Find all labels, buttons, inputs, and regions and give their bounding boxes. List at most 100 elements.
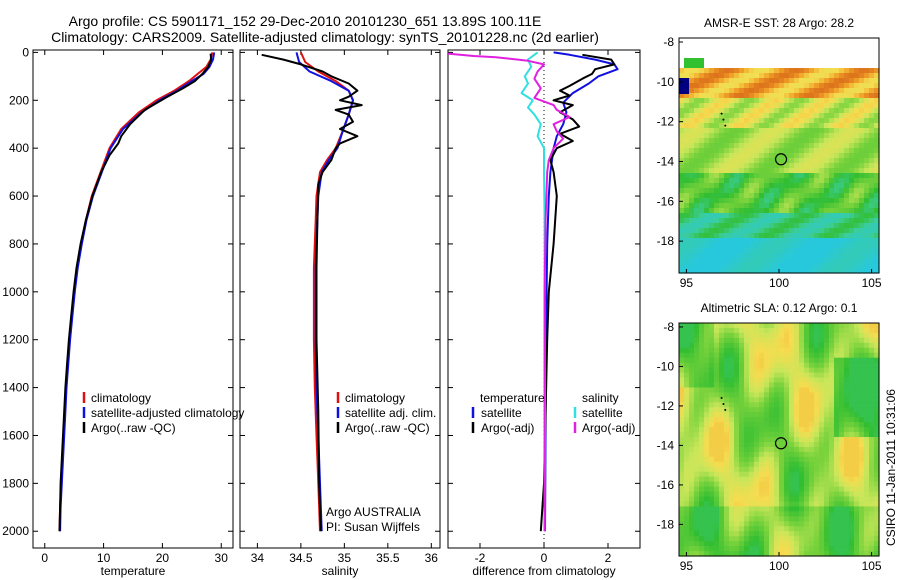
map-cell: [854, 228, 860, 234]
map-cell: [779, 83, 785, 89]
map-cell: [784, 357, 790, 364]
map-cell: [824, 476, 830, 483]
map-cell: [784, 38, 790, 44]
map-cell: [799, 496, 805, 503]
map-cell: [874, 123, 880, 129]
map-cell: [874, 332, 880, 339]
map-cell: [729, 402, 735, 408]
map-cell: [874, 327, 880, 334]
map-cell: [759, 128, 765, 134]
map-cell: [849, 193, 855, 199]
map-cell: [684, 323, 690, 329]
map-cell: [859, 342, 865, 349]
map-cell: [864, 183, 870, 189]
map-cell: [839, 422, 845, 428]
map-cell: [689, 407, 695, 413]
map-cell: [864, 332, 870, 339]
map-cell: [734, 188, 740, 194]
map-cell: [764, 243, 770, 249]
map-cell: [814, 357, 820, 364]
map-cell: [739, 193, 745, 199]
map-cell: [734, 362, 740, 369]
map-cell: [729, 48, 735, 54]
map-cell: [839, 491, 845, 498]
map-cell: [864, 143, 870, 149]
map-cell: [859, 208, 865, 214]
map-cell: [804, 143, 810, 149]
map-cell: [774, 337, 780, 344]
map-cell: [859, 506, 865, 512]
y-tick-label: 1400: [2, 381, 29, 395]
map-cell: [784, 43, 790, 49]
map-cell: [874, 63, 880, 69]
map-cell: [844, 123, 850, 129]
map-cell: [699, 551, 705, 557]
series-line-temperature-satellite: [544, 51, 619, 532]
map-cell: [749, 531, 755, 537]
map-cell: [709, 526, 715, 532]
map-cell: [824, 133, 830, 139]
map-cell: [689, 476, 695, 483]
map-cell: [744, 491, 750, 498]
map-cell: [704, 531, 710, 537]
map-cell: [869, 193, 875, 199]
map-cell: [864, 481, 870, 488]
map-cell: [794, 347, 800, 354]
map-cell: [724, 526, 730, 532]
map-cell: [794, 327, 800, 334]
map-cell: [794, 53, 800, 59]
map-cell: [754, 188, 760, 194]
map-cell: [729, 38, 735, 44]
map-cell: [709, 382, 715, 389]
map-cell: [684, 128, 690, 134]
map-cell: [689, 58, 695, 64]
map-cell: [794, 377, 800, 384]
map-cell: [744, 437, 750, 443]
map-cell: [844, 93, 850, 99]
map-cell: [749, 476, 755, 483]
map-cell: [739, 213, 745, 219]
map-cell: [814, 427, 820, 433]
map-cell: [834, 268, 840, 274]
map-cell: [689, 98, 695, 104]
map-cell: [859, 412, 865, 418]
map-cell: [864, 58, 870, 64]
map-cell: [744, 173, 750, 179]
map-cell: [744, 382, 750, 389]
map-cell: [719, 248, 725, 254]
map-cell: [809, 118, 815, 124]
map-cell: [764, 78, 770, 84]
map-cell: [749, 93, 755, 99]
map-cell: [794, 441, 800, 448]
map-cell: [764, 128, 770, 134]
map-cell: [844, 268, 850, 274]
map-cell: [819, 417, 825, 423]
map-cell: [684, 58, 690, 64]
map-cell: [774, 133, 780, 139]
map-cell: [794, 83, 800, 89]
map-cell: [724, 521, 730, 527]
map-cell: [789, 372, 795, 379]
map-cell: [774, 148, 780, 154]
map-cell: [759, 456, 765, 463]
map-cell: [774, 506, 780, 512]
map-cell: [754, 153, 760, 159]
map-cell: [704, 248, 710, 254]
map-cell: [789, 128, 795, 134]
map-cell: [844, 531, 850, 537]
map-cell: [814, 98, 820, 104]
map-cell: [764, 88, 770, 94]
map-cell: [739, 446, 745, 453]
map-cell: [799, 541, 805, 547]
map-cell: [679, 213, 685, 219]
map-cell: [684, 258, 690, 264]
map-cell: [684, 352, 690, 359]
map-cell: [734, 228, 740, 234]
map-cell: [849, 48, 855, 54]
map-cell: [864, 511, 870, 517]
map-cell: [739, 208, 745, 214]
map-cell: [699, 446, 705, 453]
map-cell: [734, 48, 740, 54]
map-cell: [859, 38, 865, 44]
map-cell: [779, 238, 785, 244]
